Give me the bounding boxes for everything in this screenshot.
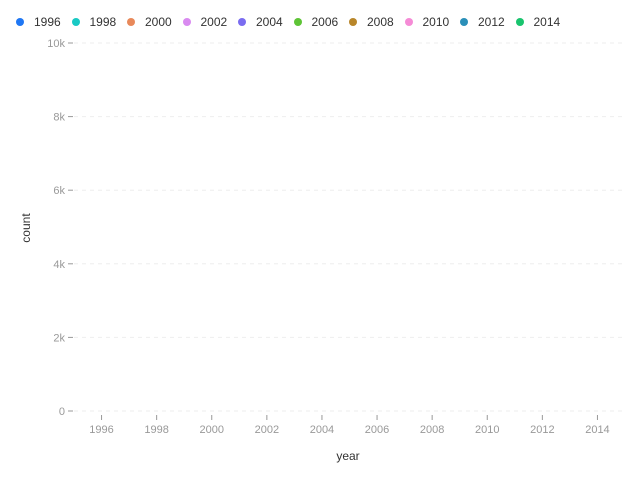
legend-item[interactable]: 1998 <box>71 12 117 32</box>
x-tick-label: 2004 <box>310 424 334 436</box>
x-tick-label: 1996 <box>89 424 113 436</box>
y-tick-label: 0 <box>59 406 65 418</box>
legend-label: 2014 <box>533 15 561 29</box>
legend-label: 2010 <box>422 15 450 29</box>
legend-item[interactable]: 1996 <box>16 12 61 32</box>
x-tick-label: 2014 <box>585 424 609 436</box>
x-tick-label: 2000 <box>200 424 224 436</box>
legend-item[interactable]: 2012 <box>460 12 505 32</box>
legend-label: 2008 <box>367 15 394 29</box>
axis-layer: 0 2k 4k 6k 8k 10k 1996 1998 2000 2002 2004 2006 2008… <box>47 38 609 436</box>
x-tick-label: 2012 <box>530 424 554 436</box>
y-tick-label: 6k <box>53 185 65 197</box>
x-tick-label: 2006 <box>365 424 389 436</box>
legend-label: 2012 <box>478 15 505 29</box>
y-tick-label: 8k <box>53 112 65 124</box>
legend-item[interactable]: 2006 <box>293 12 339 32</box>
x-tick-label: 2002 <box>255 424 279 436</box>
y-tick-label: 10k <box>47 38 65 50</box>
legend-swatch <box>349 18 357 26</box>
legend-label: 2006 <box>311 15 339 29</box>
y-tick-label: 4k <box>53 259 65 271</box>
legend-item[interactable]: 2014 <box>515 12 561 32</box>
legend-item[interactable]: 2002 <box>182 12 228 32</box>
x-tick-label: 2010 <box>475 424 499 436</box>
legend-swatch <box>460 18 468 26</box>
y-axis-title: count <box>19 213 33 243</box>
x-tick-label: 2008 <box>420 424 444 436</box>
legend-label: 1996 <box>34 15 61 29</box>
legend-label: 1998 <box>89 15 117 29</box>
legend-label: 2004 <box>256 15 283 29</box>
chart-legend: 1996 1998 2000 2002 2004 2006 2008 2010 2012 2014 <box>0 12 640 32</box>
legend-label: 2000 <box>145 15 172 29</box>
legend-label: 2002 <box>200 15 228 29</box>
x-axis-title: year <box>336 449 359 463</box>
legend-swatch <box>182 18 191 26</box>
legend-item[interactable]: 2004 <box>238 12 283 32</box>
x-tick-label: 1998 <box>144 424 168 436</box>
legend-item[interactable]: 2000 <box>127 12 172 32</box>
y-tick-label: 2k <box>53 332 65 344</box>
grid-layer <box>74 42 625 412</box>
legend-item[interactable]: 2008 <box>349 12 394 32</box>
legend-swatch <box>404 18 413 26</box>
legend-swatch <box>293 18 302 26</box>
legend-swatch <box>238 18 246 26</box>
legend-swatch <box>16 18 24 26</box>
legend-item[interactable]: 2010 <box>404 12 450 32</box>
legend-swatch <box>71 18 80 26</box>
legend-swatch <box>515 18 524 26</box>
legend-swatch <box>127 18 135 26</box>
